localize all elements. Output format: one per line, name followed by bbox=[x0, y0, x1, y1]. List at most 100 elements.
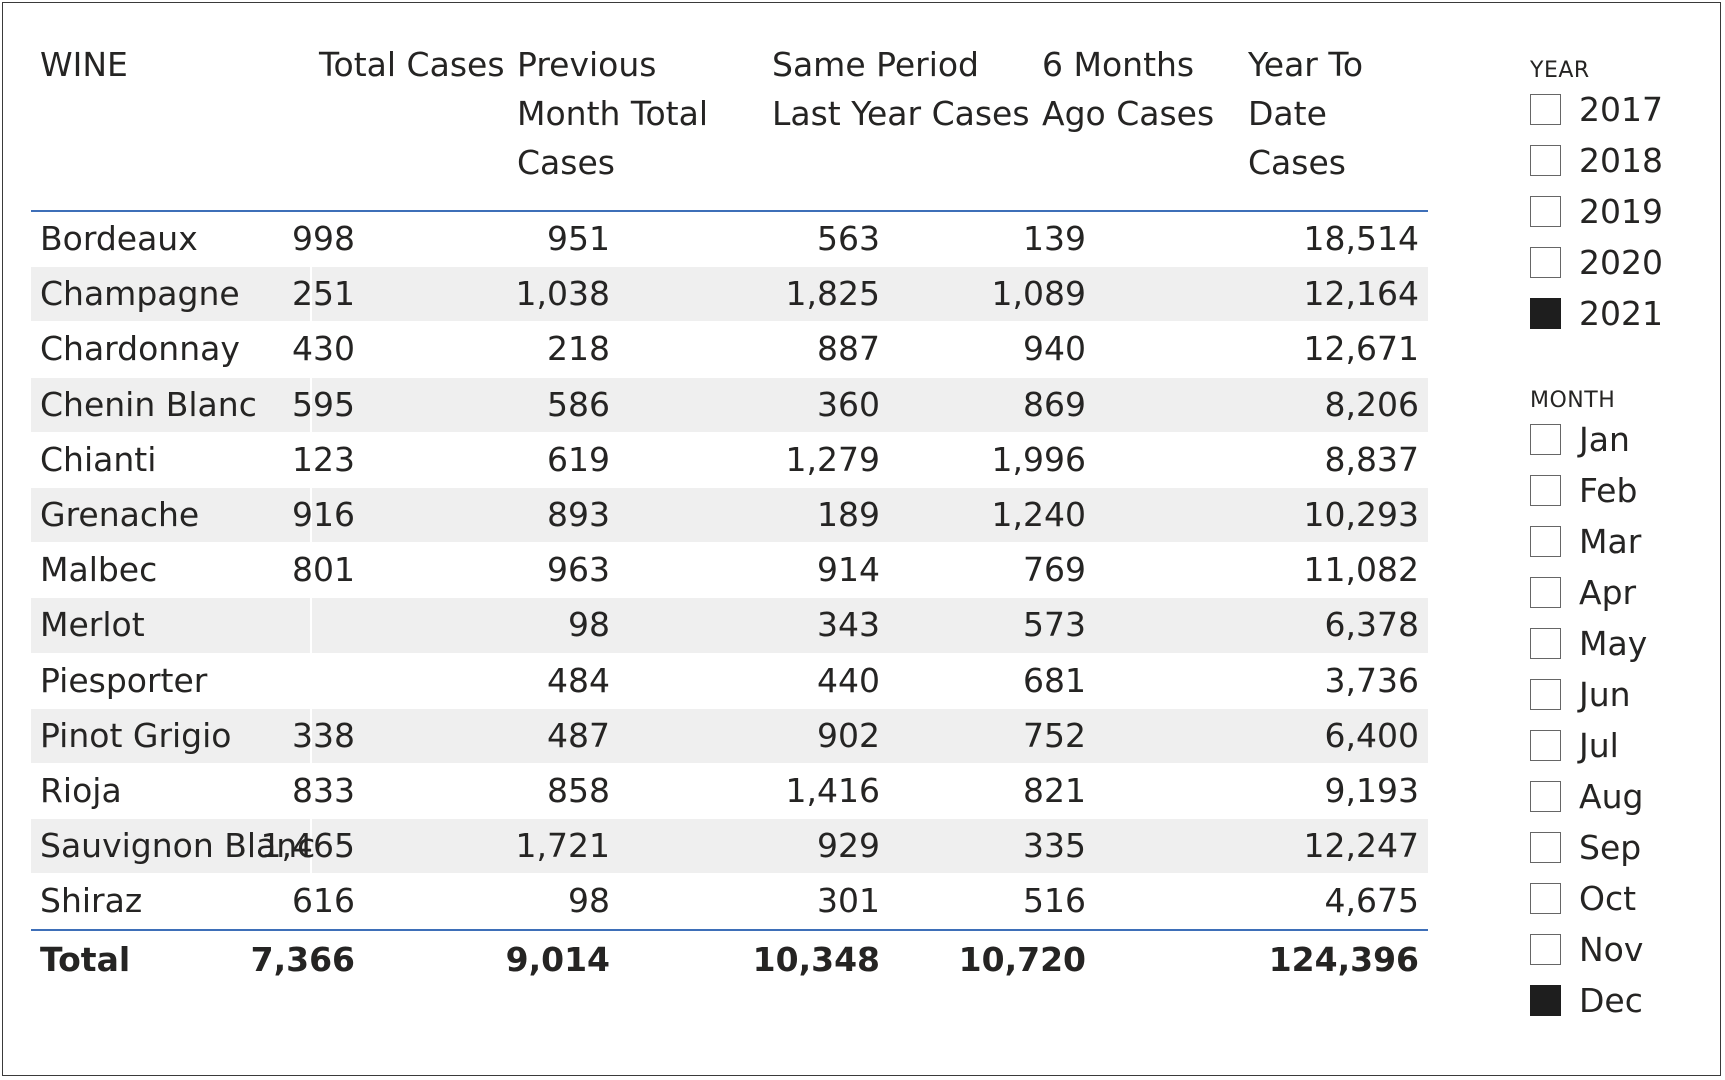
month-option-oct[interactable]: Oct bbox=[1530, 873, 1647, 924]
checkbox[interactable] bbox=[1530, 577, 1561, 608]
checkbox[interactable] bbox=[1530, 424, 1561, 455]
month-option-dec[interactable]: Dec bbox=[1530, 975, 1647, 1026]
checkbox[interactable] bbox=[1530, 781, 1561, 812]
prev-month-value: 218 bbox=[547, 329, 610, 369]
option-label: 2019 bbox=[1579, 191, 1663, 231]
checkbox[interactable] bbox=[1530, 196, 1561, 227]
total-cases-value: 430 bbox=[292, 329, 355, 369]
header-year-to-date-cases[interactable]: Year To Date Cases bbox=[1248, 40, 1363, 187]
option-label: Oct bbox=[1579, 878, 1637, 918]
wine-name: Chianti bbox=[40, 439, 157, 479]
month-option-jan[interactable]: Jan bbox=[1530, 414, 1647, 465]
table-row[interactable]: Merlot 98 343 573 6,378 bbox=[31, 598, 1428, 654]
month-option-jun[interactable]: Jun bbox=[1530, 669, 1647, 720]
wine-name: Piesporter bbox=[40, 660, 208, 700]
table-row[interactable]: Champagne 251 1,038 1,825 1,089 12,164 bbox=[31, 267, 1428, 323]
checkbox[interactable] bbox=[1530, 832, 1561, 863]
checkbox[interactable] bbox=[1530, 730, 1561, 761]
wine-name: Malbec bbox=[40, 550, 158, 590]
header-line: Month Total bbox=[517, 94, 708, 133]
month-option-apr[interactable]: Apr bbox=[1530, 567, 1647, 618]
prev-month-value: 893 bbox=[547, 494, 610, 534]
year-option-2020[interactable]: 2020 bbox=[1530, 237, 1663, 288]
month-option-aug[interactable]: Aug bbox=[1530, 771, 1647, 822]
table-row[interactable]: Chardonnay 430 218 887 940 12,671 bbox=[31, 322, 1428, 378]
checkbox[interactable] bbox=[1530, 679, 1561, 710]
column-divider bbox=[310, 432, 312, 487]
checkbox[interactable] bbox=[1530, 883, 1561, 914]
table-row[interactable]: Shiraz 616 98 301 516 4,675 bbox=[31, 874, 1428, 930]
year-option-2018[interactable]: 2018 bbox=[1530, 135, 1663, 186]
checkbox-checked[interactable] bbox=[1530, 985, 1561, 1016]
checkbox[interactable] bbox=[1530, 628, 1561, 659]
option-label: Apr bbox=[1579, 572, 1637, 612]
six-months-value: 769 bbox=[1023, 550, 1086, 590]
year-option-2021[interactable]: 2021 bbox=[1530, 288, 1663, 339]
month-option-may[interactable]: May bbox=[1530, 618, 1647, 669]
option-label: 2020 bbox=[1579, 242, 1663, 282]
option-label: Feb bbox=[1579, 470, 1638, 510]
wine-name: Chardonnay bbox=[40, 329, 240, 369]
checkbox[interactable] bbox=[1530, 247, 1561, 278]
column-divider bbox=[310, 653, 312, 708]
same-period-value: 929 bbox=[817, 826, 880, 866]
option-label: May bbox=[1579, 623, 1648, 663]
header-6-months-ago-cases[interactable]: 6 Months Ago Cases bbox=[1042, 40, 1214, 138]
wine-name: Grenache bbox=[40, 494, 200, 534]
six-months-value: 681 bbox=[1023, 660, 1086, 700]
month-option-nov[interactable]: Nov bbox=[1530, 924, 1647, 975]
prev-month-value: 586 bbox=[547, 384, 610, 424]
table-row[interactable]: Rioja 833 858 1,416 821 9,193 bbox=[31, 763, 1428, 820]
checkbox[interactable] bbox=[1530, 145, 1561, 176]
table-row[interactable]: Sauvignon Blanc 1,465 1,721 929 335 12,2… bbox=[31, 819, 1428, 875]
total-cases-value: 616 bbox=[292, 881, 355, 921]
header-line: Cases bbox=[1248, 143, 1346, 182]
option-label: Sep bbox=[1579, 827, 1642, 867]
ytd-value: 12,671 bbox=[1303, 329, 1419, 369]
table-row[interactable]: Malbec 801 963 914 769 11,082 bbox=[31, 543, 1428, 599]
table-body: Bordeaux 998 951 563 139 18,514 Champagn… bbox=[31, 212, 1428, 930]
ytd-value: 10,293 bbox=[1303, 494, 1419, 534]
checkbox[interactable] bbox=[1530, 94, 1561, 125]
header-same-period-last-year-cases[interactable]: Same Period Last Year Cases bbox=[772, 40, 1030, 138]
month-option-jul[interactable]: Jul bbox=[1530, 720, 1647, 771]
six-months-sum: 10,720 bbox=[958, 940, 1086, 980]
total-cases-value: 123 bbox=[292, 439, 355, 479]
same-period-value: 301 bbox=[817, 881, 880, 921]
table-row[interactable]: Grenache 916 893 189 1,240 10,293 bbox=[31, 487, 1428, 544]
option-label: 2017 bbox=[1579, 89, 1663, 129]
six-months-value: 752 bbox=[1023, 715, 1086, 755]
ytd-value: 11,082 bbox=[1303, 550, 1419, 590]
month-option-sep[interactable]: Sep bbox=[1530, 822, 1647, 873]
wine-name: Shiraz bbox=[40, 881, 143, 921]
header-line: Same Period bbox=[772, 45, 980, 84]
six-months-value: 573 bbox=[1023, 605, 1086, 645]
ytd-value: 4,675 bbox=[1324, 881, 1419, 921]
table-row[interactable]: Piesporter 484 440 681 3,736 bbox=[31, 653, 1428, 709]
option-label: Jan bbox=[1579, 419, 1630, 459]
checkbox[interactable] bbox=[1530, 934, 1561, 965]
month-option-mar[interactable]: Mar bbox=[1530, 516, 1647, 567]
header-previous-month-total-cases[interactable]: Previous Month Total Cases bbox=[517, 40, 708, 187]
table-row[interactable]: Chianti 123 619 1,279 1,996 8,837 bbox=[31, 432, 1428, 488]
ytd-value: 12,247 bbox=[1303, 826, 1419, 866]
same-period-value: 360 bbox=[817, 384, 880, 424]
header-line: 6 Months bbox=[1042, 45, 1195, 84]
checkbox-checked[interactable] bbox=[1530, 298, 1561, 329]
table-row[interactable]: Pinot Grigio 338 487 902 752 6,400 bbox=[31, 708, 1428, 764]
checkbox[interactable] bbox=[1530, 526, 1561, 557]
header-wine[interactable]: WINE bbox=[40, 45, 128, 84]
year-option-2019[interactable]: 2019 bbox=[1530, 186, 1663, 237]
checkbox[interactable] bbox=[1530, 475, 1561, 506]
column-divider bbox=[310, 322, 312, 377]
year-option-2017[interactable]: 2017 bbox=[1530, 84, 1663, 135]
month-option-feb[interactable]: Feb bbox=[1530, 465, 1647, 516]
wine-name: Chenin Blanc bbox=[40, 384, 257, 424]
table-row[interactable]: Bordeaux 998 951 563 139 18,514 bbox=[31, 212, 1428, 268]
same-period-value: 1,279 bbox=[785, 439, 880, 479]
header-total-cases[interactable]: Total Cases bbox=[319, 45, 505, 84]
prev-month-value: 98 bbox=[568, 881, 610, 921]
table-row[interactable]: Chenin Blanc 595 586 360 869 8,206 bbox=[31, 377, 1428, 433]
prev-month-value: 951 bbox=[547, 219, 610, 258]
header-line: Ago Cases bbox=[1042, 94, 1215, 133]
